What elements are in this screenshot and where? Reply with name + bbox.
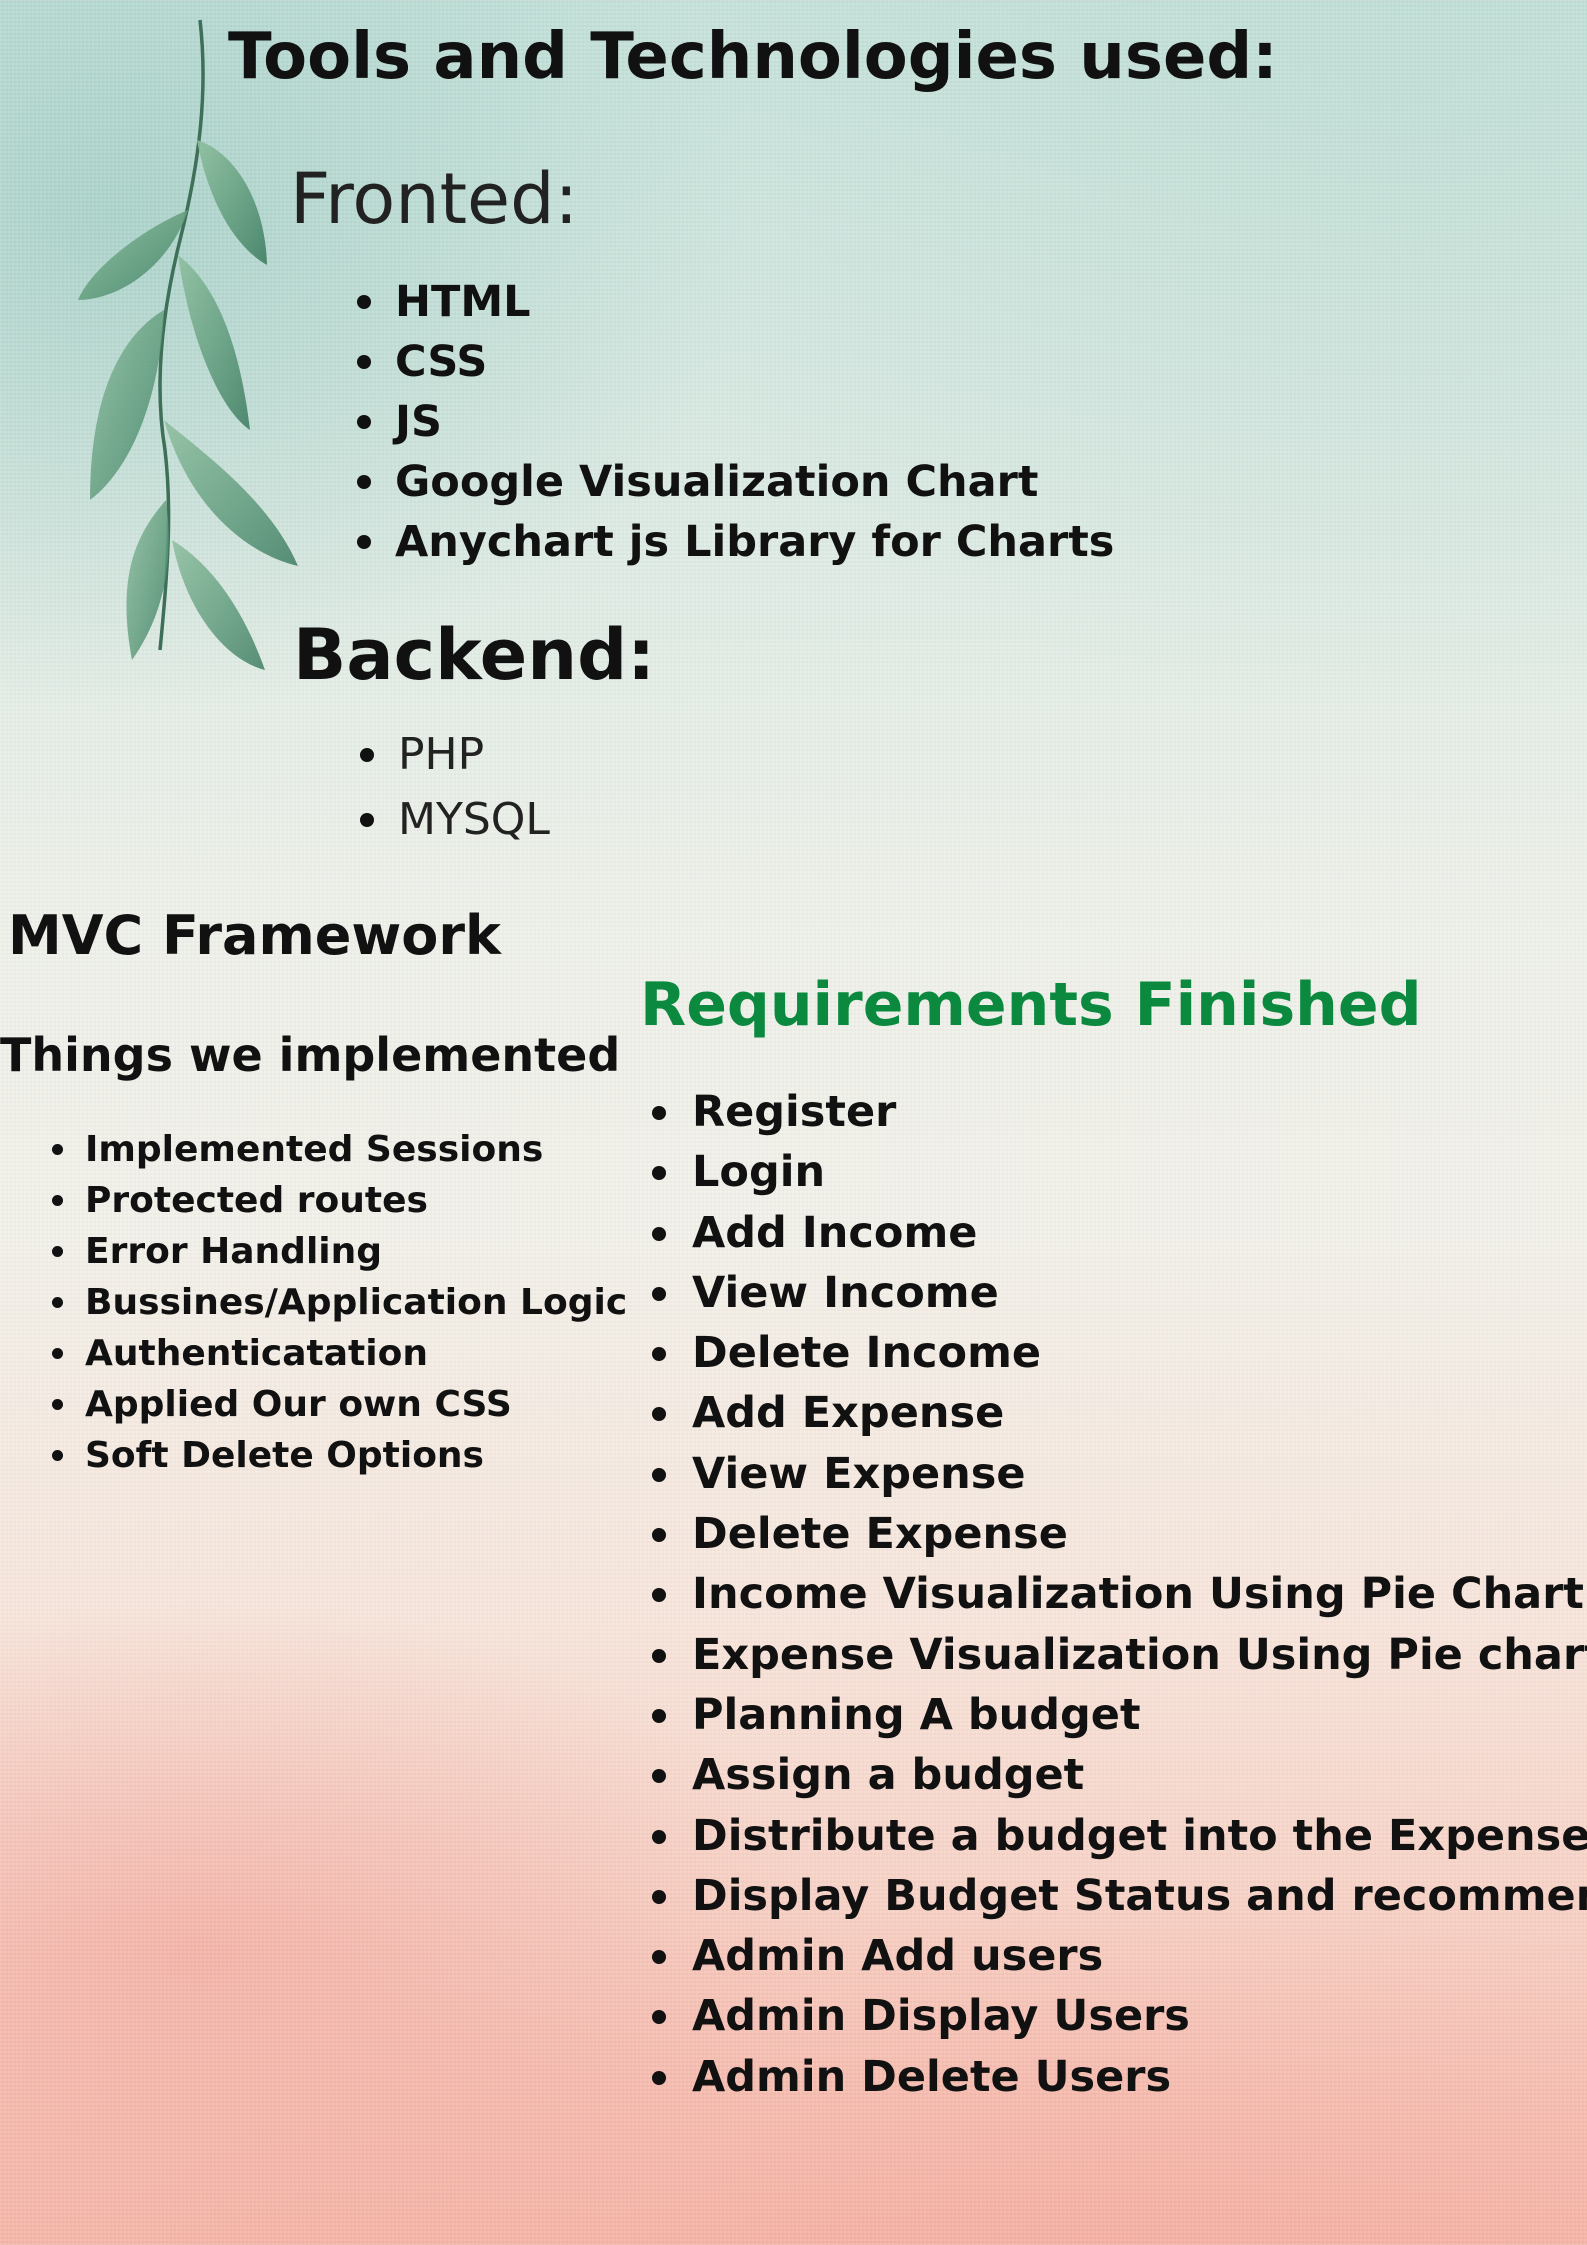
list-item: Error Handling — [50, 1226, 627, 1277]
frontend-list: HTML CSS JS Google Visualization Chart A… — [357, 272, 1114, 572]
list-item: Add Expense — [650, 1383, 1587, 1443]
list-item: Planning A budget — [650, 1685, 1587, 1745]
requirements-heading: Requirements Finished — [640, 970, 1422, 1040]
list-item: Google Visualization Chart — [357, 452, 1114, 512]
backend-list: PHP MYSQL — [360, 722, 550, 852]
list-item: Bussines/Application Logic — [50, 1277, 627, 1328]
implemented-heading: Things we implemented — [0, 1028, 621, 1082]
list-item: PHP — [360, 722, 550, 787]
list-item: Delete Expense — [650, 1504, 1587, 1564]
list-item: View Income — [650, 1263, 1587, 1323]
requirements-list: Register Login Add Income View Income De… — [650, 1082, 1587, 2107]
list-item: Assign a budget — [650, 1745, 1587, 1805]
list-item: Implemented Sessions — [50, 1124, 627, 1175]
list-item: Income Visualization Using Pie Chart — [650, 1564, 1587, 1624]
list-item: Login — [650, 1142, 1587, 1202]
list-item: Admin Add users — [650, 1926, 1587, 1986]
list-item: Anychart js Library for Charts — [357, 512, 1114, 572]
list-item: HTML — [357, 272, 1114, 332]
list-item: Register — [650, 1082, 1587, 1142]
list-item: Admin Display Users — [650, 1986, 1587, 2046]
list-item: Display Budget Status and recommend — [650, 1866, 1587, 1926]
mvc-heading: MVC Framework — [8, 904, 501, 967]
leaf-branch-icon — [78, 19, 298, 670]
list-item: MYSQL — [360, 787, 550, 852]
list-item: Authenticatation — [50, 1328, 627, 1379]
list-item: Expense Visualization Using Pie chart — [650, 1625, 1587, 1685]
list-item: Distribute a budget into the Expense Cat… — [650, 1806, 1587, 1866]
list-item: Protected routes — [50, 1175, 627, 1226]
backend-heading: Backend: — [293, 614, 656, 696]
list-item: Soft Delete Options — [50, 1430, 627, 1481]
implemented-list: Implemented Sessions Protected routes Er… — [50, 1124, 627, 1481]
list-item: JS — [357, 392, 1114, 452]
frontend-heading: Fronted: — [290, 158, 579, 240]
list-item: Admin Delete Users — [650, 2047, 1587, 2107]
list-item: View Expense — [650, 1444, 1587, 1504]
list-item: Applied Our own CSS — [50, 1379, 627, 1430]
list-item: Add Income — [650, 1203, 1587, 1263]
page-title: Tools and Technologies used: — [228, 20, 1278, 94]
list-item: Delete Income — [650, 1323, 1587, 1383]
list-item: CSS — [357, 332, 1114, 392]
